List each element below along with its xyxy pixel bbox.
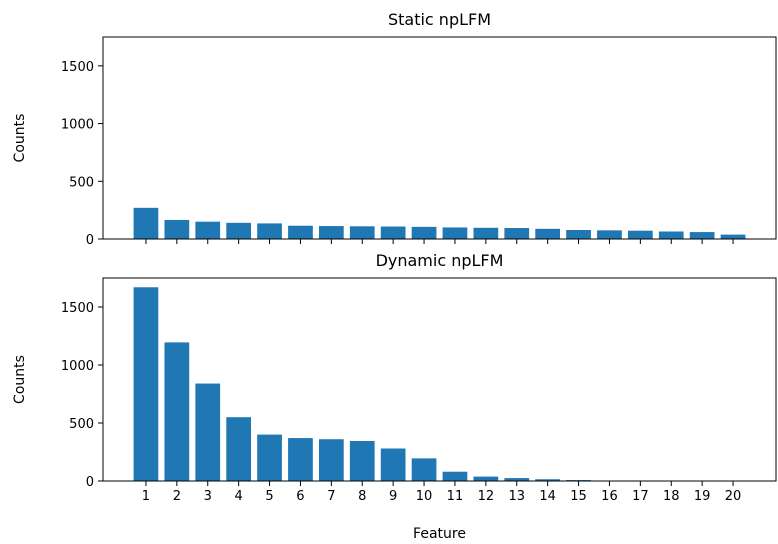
x-tick-label: 19 [694,489,711,504]
bar-10 [411,458,437,481]
bar-3 [195,383,221,481]
x-tick-label: 17 [632,489,649,504]
bar-1 [133,287,159,481]
bar-6 [288,225,313,239]
x-tick-label: 12 [478,489,495,504]
y-tick-label: 1500 [61,60,94,75]
bar-2 [164,342,190,481]
x-axis-label: Feature [413,526,466,542]
x-tick-label: 4 [235,489,243,504]
bar-7 [318,439,344,481]
x-tick-label: 20 [725,489,742,504]
x-tick-label: 7 [327,489,335,504]
bar-15 [566,230,591,239]
bar-9 [380,226,406,239]
x-tick-label: 1 [142,489,150,504]
x-tick-label: 9 [389,489,397,504]
y-tick-label: 1000 [61,359,94,374]
bar-20 [720,234,746,239]
bar-4 [226,222,252,239]
y-tick-label: 0 [86,475,94,490]
bar-14 [535,479,561,481]
bar-3 [195,221,221,239]
bar-7 [318,226,344,239]
bar-13 [504,228,530,239]
axes-frame [102,36,777,240]
bar-11 [442,227,468,239]
bar-19 [689,232,715,239]
y-tick-label: 0 [86,233,94,248]
x-tick-label: 6 [296,489,304,504]
y-axis-label: Counts [12,114,28,163]
bar-8 [349,440,375,481]
bar-1 [133,207,159,239]
bar-11 [442,471,468,481]
bar-5 [257,223,282,239]
bar-18 [658,231,684,239]
axes-frame [102,277,777,482]
x-tick-label: 2 [173,489,181,504]
y-axis-label: Counts [12,355,28,404]
y-tick-label: 1500 [61,301,94,316]
bar-14 [535,228,561,239]
y-tick-label: 1000 [61,118,94,133]
chart-panel-1: 0 500 1000 1500 Static npLFM Counts [12,10,777,248]
x-tick-label: 15 [570,489,587,504]
x-tick-label: 16 [601,489,618,504]
bar-12 [473,227,499,239]
y-tick-label: 500 [69,175,94,190]
bar-6 [288,438,313,481]
x-tick-label: 8 [358,489,366,504]
bar-8 [349,226,375,239]
x-tick-label: 3 [204,489,212,504]
bar-4 [226,417,252,481]
x-tick-label: 13 [508,489,525,504]
x-tick-label: 14 [539,489,556,504]
bar-9 [380,448,406,481]
x-tick-label: 10 [416,489,433,504]
chart-title: Dynamic npLFM [376,251,504,270]
bar-10 [411,226,437,239]
bar-2 [164,219,190,239]
bar-16 [597,230,622,239]
bar-5 [257,434,282,481]
x-tick-label: 11 [447,489,464,504]
bar-17 [627,230,653,239]
chart-title: Static npLFM [388,10,491,29]
x-tick-label: 18 [663,489,680,504]
y-tick-label: 500 [69,417,94,432]
x-tick-label: 5 [265,489,273,504]
bar-13 [504,478,530,481]
bar-12 [473,476,499,481]
